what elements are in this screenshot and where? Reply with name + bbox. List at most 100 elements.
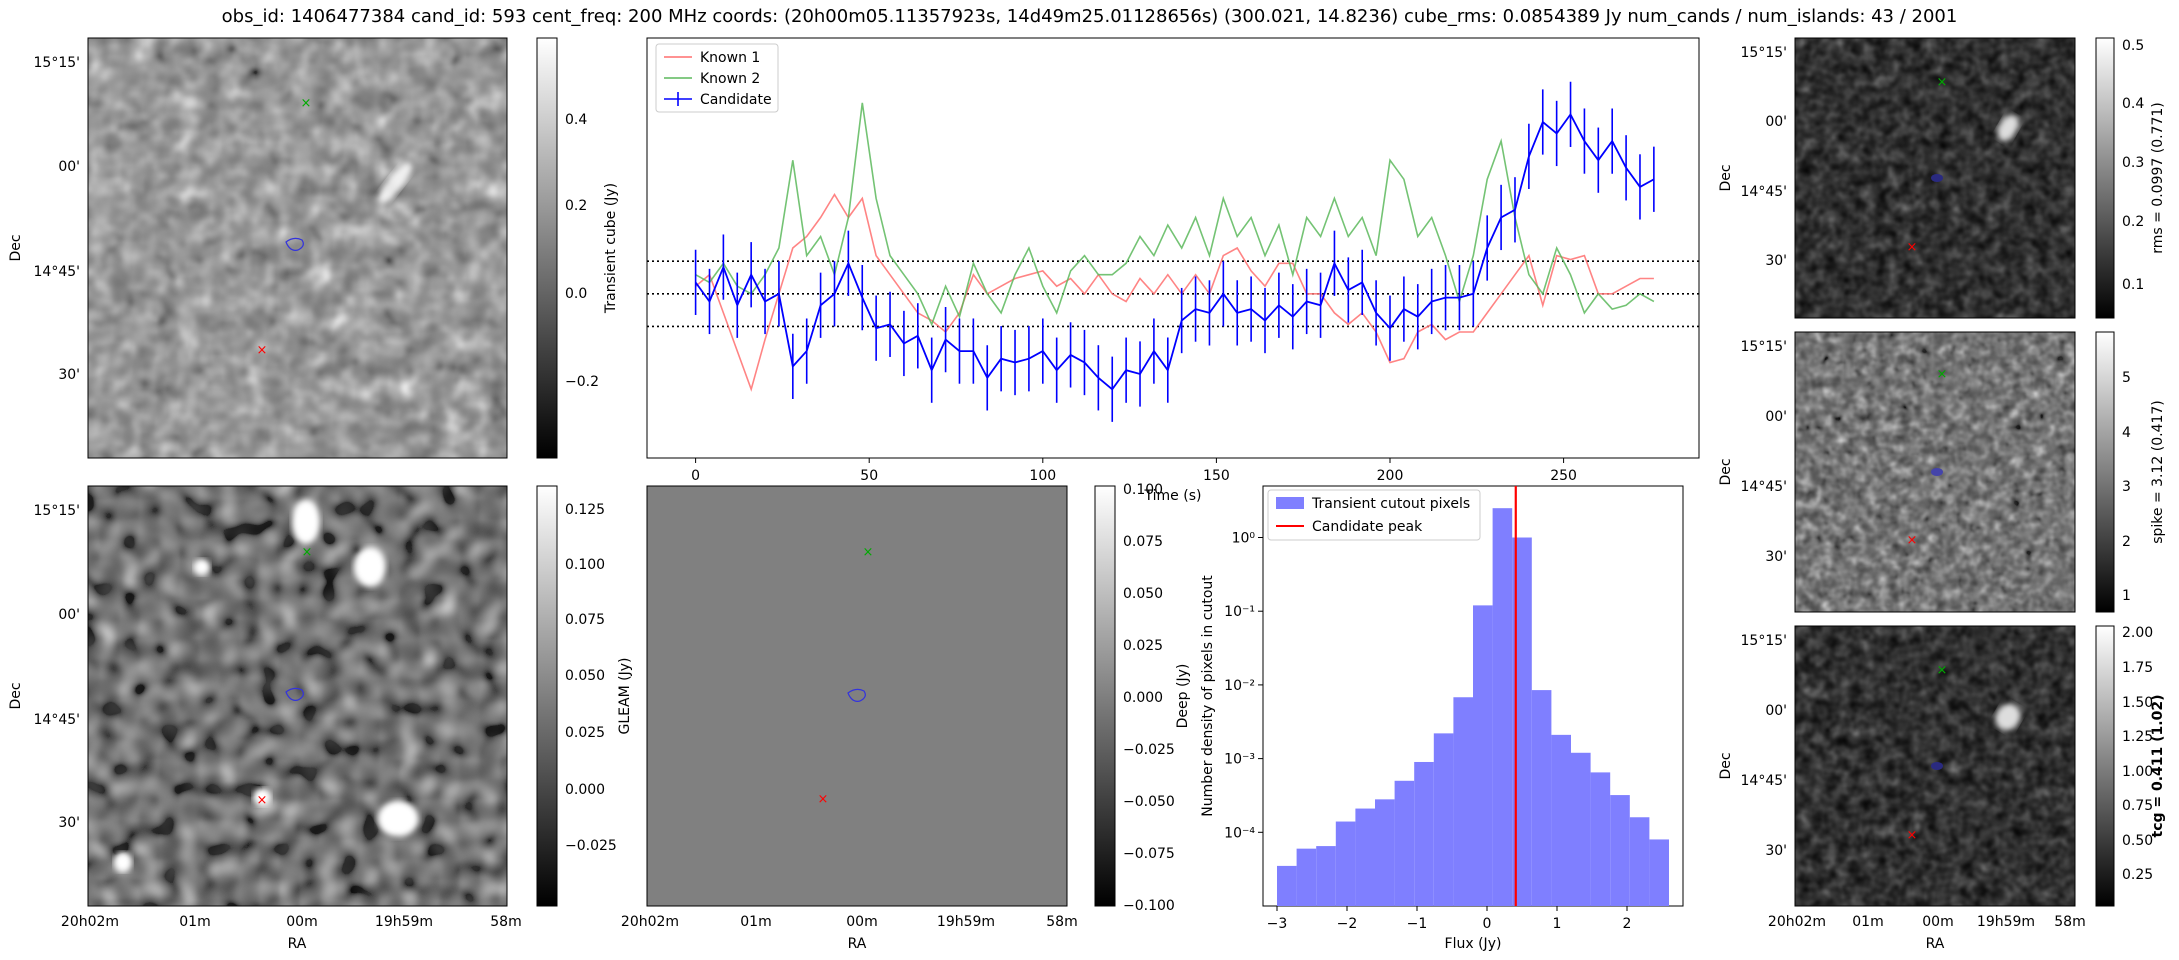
transient-image-frame bbox=[87, 37, 508, 459]
tcg-cbar-label: tcg = 0.411 (1.02) bbox=[2150, 695, 2166, 838]
cbar-tick: 2.00 bbox=[2122, 625, 2153, 641]
histogram-bar bbox=[1355, 808, 1375, 906]
histogram-bar bbox=[1512, 537, 1532, 906]
rms-cbar-label: rms = 0.0997 (0.771) bbox=[2150, 102, 2166, 254]
candidate-contour bbox=[1931, 468, 1943, 476]
deep-bright-source bbox=[253, 788, 271, 806]
cbar-tick: 0.025 bbox=[1123, 638, 1163, 654]
ra-tick: 01m bbox=[740, 914, 771, 930]
histogram-bar bbox=[1335, 821, 1356, 906]
histogram-bar bbox=[1610, 795, 1630, 906]
x-tick-label: 200 bbox=[1377, 468, 1404, 484]
cbar-tick: 0.2 bbox=[2122, 214, 2144, 230]
dec-tick: 15°15' bbox=[34, 503, 80, 519]
dec-axis-label: Dec bbox=[1718, 164, 1734, 191]
tcg-panel: × × 15°15' 00' 14°45' 30' Dec 20h02m 01m… bbox=[1718, 625, 2166, 952]
red-cross-marker: × bbox=[1907, 828, 1918, 843]
flux-histogram-panel: −3 −2 −1 0 1 2 Flux (Jy) 10⁰ 10⁻¹ 10⁻² 10⁻³ 10⁻⁴ Num… bbox=[1200, 485, 1684, 952]
green-cross-marker: × bbox=[1937, 367, 1948, 382]
dec-axis-label: Dec bbox=[8, 682, 24, 709]
cbar-tick: 1.75 bbox=[2122, 660, 2153, 676]
green-cross-marker: × bbox=[302, 545, 313, 560]
cbar-tick: 1.25 bbox=[2122, 729, 2153, 745]
cbar-tick: −0.075 bbox=[1123, 846, 1175, 862]
dec-tick: 14°45' bbox=[1741, 479, 1787, 495]
legend-swatch bbox=[1276, 497, 1304, 509]
y-tick-label: 10⁻¹ bbox=[1224, 604, 1255, 620]
gleam-image-panel: × × GLEAM (Jy) 20h02m 01m 00m 19h59m 58m… bbox=[617, 482, 1191, 952]
dec-tick: 30' bbox=[58, 815, 80, 831]
dec-tick: 15°15' bbox=[34, 55, 80, 71]
deep-bright-source bbox=[378, 801, 418, 837]
deep-image-frame bbox=[87, 485, 508, 907]
dec-tick: 30' bbox=[1765, 549, 1787, 565]
rms-colorbar bbox=[2095, 37, 2115, 319]
cbar-tick: −0.050 bbox=[1123, 794, 1175, 810]
histogram-bar bbox=[1473, 605, 1493, 906]
ra-axis-label: RA bbox=[1926, 936, 1945, 952]
cbar-tick: 0.000 bbox=[1123, 690, 1163, 706]
ra-tick: 20h02m bbox=[1768, 914, 1826, 930]
dec-tick: 30' bbox=[1765, 253, 1787, 269]
ra-tick: 20h02m bbox=[61, 914, 119, 930]
dec-tick: 00' bbox=[1765, 114, 1787, 130]
rms-panel: × × 15°15' 00' 14°45' 30' Dec 0.5 0.4 0.… bbox=[1718, 37, 2166, 319]
cbar-tick: 0.75 bbox=[2122, 798, 2153, 814]
light-curve-panel: 0 50 100 150 200 250 Time (s) Known 1 Known 2 Can… bbox=[646, 37, 1700, 504]
histogram-legend: Transient cutout pixels Candidate peak bbox=[1267, 489, 1481, 541]
ra-tick: 00m bbox=[286, 914, 317, 930]
dec-tick: 14°45' bbox=[34, 264, 80, 280]
transient-image-noise bbox=[88, 38, 507, 458]
cbar-tick: 0.100 bbox=[1123, 482, 1163, 498]
cbar-tick: 0.000 bbox=[565, 782, 605, 798]
x-tick-label: 0 bbox=[691, 468, 700, 484]
histogram-bar bbox=[1453, 697, 1473, 906]
deep-bright-source bbox=[114, 852, 132, 872]
x-tick-label: 1 bbox=[1553, 916, 1562, 932]
cbar-tick: 1.00 bbox=[2122, 764, 2153, 780]
red-cross-marker: × bbox=[257, 343, 268, 358]
red-cross-marker: × bbox=[1907, 533, 1918, 548]
ra-tick: 01m bbox=[1852, 914, 1883, 930]
y-tick-label: 10⁻⁴ bbox=[1224, 825, 1255, 841]
gleam-image bbox=[646, 485, 1068, 907]
light-curve-legend: Known 1 Known 2 Candidate bbox=[655, 43, 779, 113]
histogram-bar bbox=[1316, 846, 1336, 906]
light-curve-frame bbox=[646, 37, 1700, 459]
histogram-bar bbox=[1375, 799, 1395, 906]
x-tick-label: 150 bbox=[1203, 468, 1230, 484]
red-cross-marker: × bbox=[257, 793, 268, 808]
candidate-contour bbox=[1931, 762, 1943, 770]
x-axis-label: Time (s) bbox=[1144, 488, 1202, 504]
histogram-bar bbox=[1531, 690, 1552, 906]
x-tick-label: −3 bbox=[1267, 916, 1288, 932]
candidate-contour bbox=[1931, 174, 1943, 182]
cbar-tick: 2 bbox=[2122, 534, 2131, 550]
red-cross-marker: × bbox=[818, 792, 829, 807]
ra-tick: 00m bbox=[846, 914, 877, 930]
cbar-tick: 0.4 bbox=[565, 112, 587, 128]
deep-bright-source bbox=[354, 547, 386, 587]
transient-cbar-label: Transient cube (Jy) bbox=[603, 183, 619, 314]
candidate-contour bbox=[285, 237, 304, 251]
spike-frame bbox=[1794, 331, 2076, 613]
transient-cube-panel: × × 15°15' 00' 14°45' 30' Dec 0.4 0.2 0.… bbox=[8, 37, 619, 459]
x-tick-label: −2 bbox=[1337, 916, 1358, 932]
dec-tick: 14°45' bbox=[34, 712, 80, 728]
dec-tick: 15°15' bbox=[1741, 45, 1787, 61]
cbar-tick: 0.075 bbox=[565, 612, 605, 628]
legend-label: Transient cutout pixels bbox=[1311, 496, 1470, 512]
histogram-bar bbox=[1629, 817, 1650, 906]
histogram-bar bbox=[1492, 508, 1513, 906]
spike-cbar-label: spike = 3.12 (0.417) bbox=[2150, 400, 2166, 544]
x-tick-label: 0 bbox=[1483, 916, 1492, 932]
x-tick-label: 50 bbox=[860, 468, 878, 484]
dec-tick: 00' bbox=[1765, 409, 1787, 425]
cbar-tick: 5 bbox=[2122, 370, 2131, 386]
green-cross-marker: × bbox=[863, 545, 874, 560]
cbar-tick: 0.0 bbox=[565, 286, 587, 302]
x-tick-label: 250 bbox=[1550, 468, 1577, 484]
x-tick-label: 2 bbox=[1623, 916, 1632, 932]
histogram-bar bbox=[1277, 865, 1297, 906]
